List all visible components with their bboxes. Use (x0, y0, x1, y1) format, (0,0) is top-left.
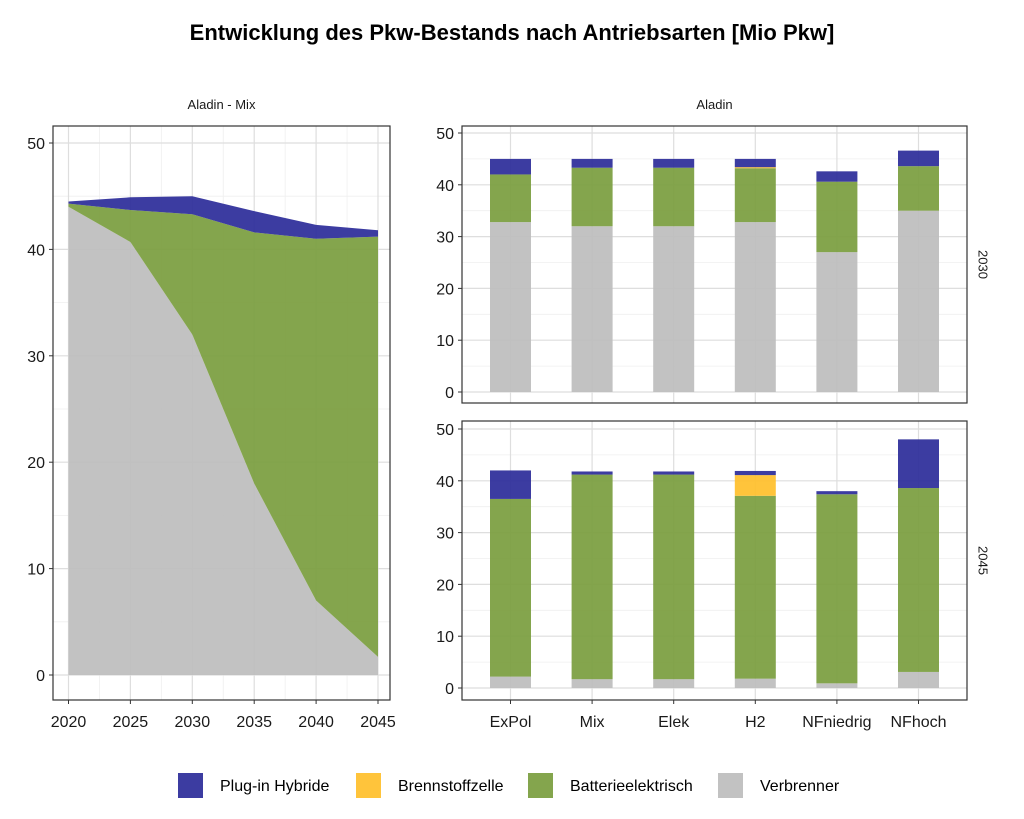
x-tick-label: H2 (745, 714, 766, 731)
bar-segment-plugin-h2 (734, 470, 776, 476)
y-tick-label: 20 (436, 577, 454, 594)
bar-segment-ice-elek (653, 679, 695, 688)
bar-segment-bev-elek (653, 474, 695, 680)
panel-border (461, 420, 968, 701)
x-tick-label: 2030 (175, 714, 211, 731)
legend-label-fuelcell: Brennstoffzelle (398, 778, 504, 795)
bar-segment-plugin-nfhoch (898, 150, 939, 167)
x-tick-label: 2040 (298, 714, 334, 731)
legend-key-plugin (178, 773, 203, 798)
y-tick-label: 0 (445, 681, 454, 698)
area-series-plugin (68, 196, 378, 239)
bar-segment-plugin-nfniedrig (816, 171, 858, 182)
bar-segment-plugin-elek (653, 158, 695, 168)
bar-segment-ice-nfhoch (898, 210, 939, 392)
x-tick-label: Elek (658, 714, 690, 731)
bar-segment-bev-h2 (734, 168, 776, 223)
area-series-bev (68, 203, 378, 657)
y-tick-label: 30 (436, 230, 454, 247)
legend: Plug-in Hybride Brennstoffzelle Batterieel… (178, 773, 840, 798)
bar-segment-ice-mix (571, 679, 613, 688)
legend-label-bev: Batterieelektrisch (570, 778, 693, 795)
y-tick-label: 50 (27, 136, 45, 153)
y-tick-label: 10 (436, 333, 454, 350)
bar-segment-ice-nfhoch (898, 671, 939, 688)
bar-segment-bev-nfniedrig (816, 181, 858, 253)
bar-segment-ice-elek (653, 226, 695, 392)
legend-key-fuelcell (356, 773, 381, 798)
row-strip-label: 2045 (976, 546, 991, 575)
bar-segment-ice-nfniedrig (816, 683, 858, 688)
bar-panel-2045: 0 10 20 30 40 50 ExPol Mix Elek H2 NFniedrig NFhoch… (436, 420, 991, 731)
y-tick-label: 10 (27, 562, 45, 579)
x-tick-label: 2045 (360, 714, 396, 731)
y-tick-label: 0 (36, 668, 45, 685)
bar-segment-ice-nfniedrig (816, 252, 858, 392)
panel-border (52, 125, 391, 701)
x-tick-label: ExPol (490, 714, 532, 731)
y-tick-label: 50 (436, 126, 454, 143)
x-tick-label: 2020 (51, 714, 87, 731)
bar-segment-bev-mix (571, 474, 613, 680)
x-tick-label: 2025 (113, 714, 149, 731)
bar-segment-ice-h2 (734, 678, 776, 688)
y-tick-label: 0 (445, 385, 454, 402)
legend-label-ice: Verbrenner (760, 778, 840, 795)
bar-segment-plugin-expol (490, 470, 531, 499)
y-tick-label: 20 (436, 281, 454, 298)
bar-segment-bev-nfhoch (898, 166, 939, 211)
x-tick-label: Mix (580, 714, 605, 731)
y-tick-label: 50 (436, 422, 454, 439)
strip-label: Aladin - Mix (188, 97, 256, 112)
bar-segment-ice-expol (490, 222, 531, 392)
bar-segment-bev-expol (490, 498, 531, 677)
bar-segment-plugin-expol (490, 158, 531, 175)
bar-segment-plugin-elek (653, 471, 695, 475)
legend-key-ice (718, 773, 743, 798)
x-tick-label: 2035 (236, 714, 272, 731)
bar-segment-fuelcell-h2 (734, 475, 776, 496)
bar-segment-bev-h2 (734, 495, 776, 679)
y-tick-label: 40 (27, 242, 45, 259)
y-tick-label: 40 (436, 474, 454, 491)
bar-segment-plugin-nfniedrig (816, 491, 858, 495)
bar-segment-plugin-mix (571, 158, 613, 168)
x-tick-label: NFniedrig (802, 714, 871, 731)
y-tick-label: 20 (27, 455, 45, 472)
bar-segment-bev-elek (653, 167, 695, 227)
bar-segment-bev-nfniedrig (816, 494, 858, 684)
y-tick-label: 10 (436, 629, 454, 646)
bar-segment-bev-expol (490, 174, 531, 223)
y-tick-label: 40 (436, 178, 454, 195)
legend-key-bev (528, 773, 553, 798)
x-tick-label: NFhoch (890, 714, 946, 731)
bar-segment-bev-mix (571, 167, 613, 227)
row-strip-label: 2030 (976, 250, 991, 279)
y-tick-label: 30 (436, 526, 454, 543)
bar-segment-ice-mix (571, 226, 613, 392)
area-series-ice (68, 206, 378, 676)
panel-border (461, 125, 968, 404)
bar-segment-plugin-mix (571, 471, 613, 475)
chart-title: Entwicklung des Pkw-Bestands nach Antrie… (189, 20, 835, 45)
y-tick-label: 30 (27, 349, 45, 366)
bar-segment-plugin-h2 (734, 158, 776, 168)
bar-segment-plugin-nfhoch (898, 439, 939, 489)
bar-segment-bev-nfhoch (898, 488, 939, 672)
legend-label-plugin: Plug-in Hybride (220, 778, 329, 795)
bar-segment-fuelcell-h2 (734, 167, 776, 169)
strip-label: Aladin (696, 97, 732, 112)
bar-segment-ice-expol (490, 676, 531, 688)
panel-background (462, 421, 967, 700)
bar-segment-ice-h2 (734, 222, 776, 392)
panel-background (462, 126, 967, 403)
